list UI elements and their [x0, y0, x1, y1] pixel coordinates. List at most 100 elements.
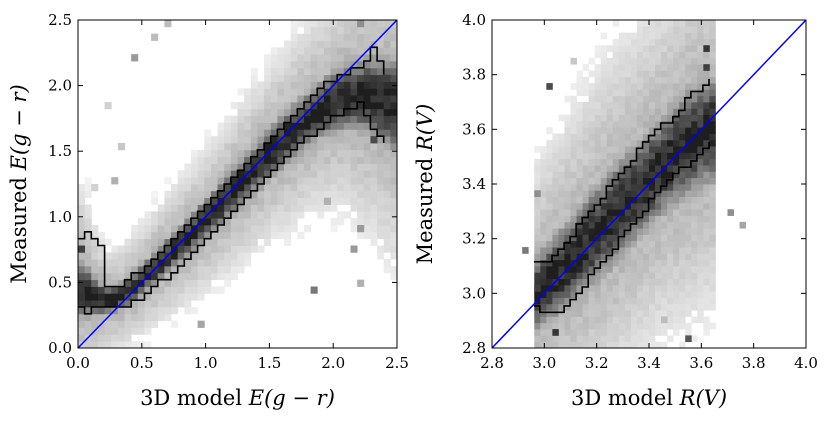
heatmap-cell [636, 89, 644, 97]
x-tick-label: 1.5 [257, 354, 281, 372]
heatmap-cell [84, 177, 92, 185]
heatmap-cell [197, 190, 205, 199]
heatmap-cell [337, 122, 345, 130]
heatmap-cell [330, 143, 338, 151]
heatmap-cell [582, 253, 590, 261]
heatmap-cell [270, 136, 278, 144]
heatmap-cell [91, 341, 99, 348]
heatmap-cell [618, 57, 626, 65]
heatmap-cell [151, 238, 159, 246]
heatmap-cell [709, 26, 716, 34]
heatmap-cell [576, 76, 583, 84]
heatmap-cell [697, 297, 704, 305]
heatmap-cell [673, 322, 680, 330]
heatmap-cell [310, 74, 318, 82]
heatmap-cell [237, 252, 245, 260]
heatmap-cell [383, 67, 391, 76]
heatmap-cell [594, 329, 602, 336]
heatmap-cell [703, 89, 710, 97]
heatmap-cell [582, 215, 590, 223]
heatmap-cell [570, 291, 577, 298]
x-tick-label: 2.5 [385, 354, 409, 372]
outlier-cell [117, 143, 125, 151]
outlier-cell [534, 190, 541, 198]
heatmap-cell [190, 266, 199, 274]
heatmap-cell [612, 291, 620, 298]
heatmap-cell [250, 88, 258, 96]
heatmap-cell [703, 26, 710, 34]
heatmap-cell [685, 284, 692, 292]
heatmap-cell [612, 127, 620, 134]
heatmap-cell [363, 231, 371, 240]
heatmap-cell [691, 83, 698, 90]
heatmap-cell [370, 122, 378, 130]
heatmap-cell [667, 32, 674, 40]
heatmap-cell [582, 64, 590, 71]
heatmap-cell [363, 197, 371, 205]
outlier-cell [570, 57, 577, 65]
heatmap-cell [667, 102, 674, 109]
heatmap-cell [570, 215, 577, 223]
heatmap-cell [546, 158, 553, 166]
heatmap-cell [606, 329, 614, 336]
heatmap-cell [390, 136, 397, 144]
heatmap-cell [230, 225, 238, 233]
heatmap-cell [552, 221, 559, 229]
heatmap-cell [264, 136, 272, 144]
heatmap-cell [197, 197, 205, 205]
heatmap-cell [277, 81, 285, 89]
heatmap-cell [588, 133, 596, 141]
heatmap-cell [540, 322, 547, 330]
heatmap-cell [290, 102, 298, 110]
heatmap-cell [264, 170, 272, 178]
heatmap-cell [612, 133, 620, 141]
heatmap-cell [144, 327, 152, 335]
heatmap-cell [151, 218, 159, 226]
heatmap-cell [230, 177, 238, 185]
heatmap-cell [303, 102, 312, 110]
heatmap-cell [630, 146, 638, 153]
heatmap-cell [661, 190, 668, 198]
heatmap-cell [679, 234, 686, 242]
heatmap-cell [594, 83, 602, 90]
heatmap-cell [377, 184, 385, 192]
heatmap-cell [230, 204, 238, 212]
heatmap-cell [124, 327, 132, 335]
heatmap-cell [564, 329, 571, 336]
heatmap-cell [697, 57, 704, 65]
heatmap-cell [390, 149, 397, 158]
heatmap-cell [636, 171, 644, 179]
heatmap-cell [679, 76, 686, 84]
heatmap-cell [588, 139, 596, 147]
heatmap-cell [257, 95, 265, 103]
heatmap-cell [350, 33, 358, 41]
heatmap-cell [594, 228, 602, 235]
heatmap-cell [679, 259, 686, 267]
heatmap-cell [685, 297, 692, 305]
heatmap-cell [642, 303, 650, 311]
heatmap-cell [594, 272, 602, 280]
heatmap-cell [679, 64, 686, 71]
heatmap-cell [685, 76, 692, 84]
heatmap-cell [137, 307, 145, 315]
heatmap-cell [552, 209, 559, 216]
heatmap-cell [636, 133, 644, 141]
heatmap-cell [673, 196, 680, 204]
heatmap-cell [323, 170, 331, 178]
heatmap-cell [197, 225, 205, 233]
heatmap-cell [377, 190, 385, 199]
heatmap-cell [673, 234, 680, 242]
heatmap-cell [636, 184, 644, 191]
heatmap-cell [594, 221, 602, 229]
heatmap-cell [131, 259, 139, 267]
heatmap-cell [642, 234, 650, 242]
heatmap-cell [642, 102, 650, 109]
heatmap-cell [177, 293, 185, 301]
heatmap-cell [636, 102, 644, 109]
heatmap-cell [576, 152, 583, 160]
heatmap-cell [679, 114, 686, 122]
heatmap-cell [237, 231, 245, 240]
heatmap-cell [594, 297, 602, 305]
heatmap-cell [564, 127, 571, 134]
heatmap-cell [697, 51, 704, 59]
